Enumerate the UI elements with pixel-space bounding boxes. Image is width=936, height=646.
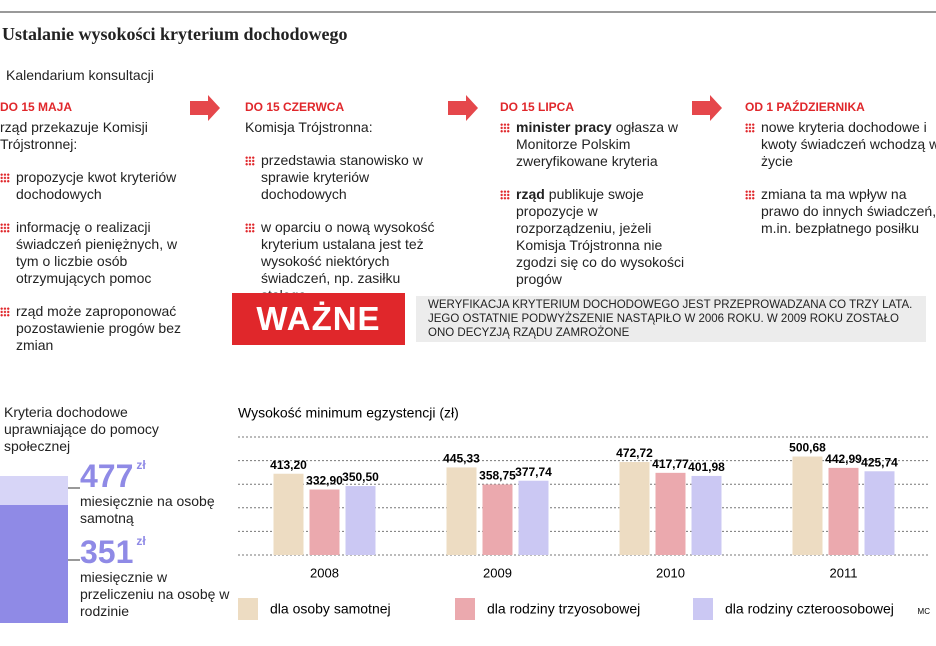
value-label: 425,74	[861, 455, 898, 469]
amount-desc: miesięcznie w przeliczeniu na osobę w ro…	[80, 569, 230, 619]
chart-title: Wysokość minimum egzystencji (zł)	[238, 405, 459, 421]
date: DO 15 CZERWCA	[245, 100, 345, 114]
x-tick-label: 2011	[830, 565, 858, 580]
bar	[828, 467, 859, 555]
timeline-column: DO 15 LIPCA minister pracy ogłasza w Monit…	[500, 99, 700, 304]
value-label: 500,68	[789, 441, 826, 455]
bullet-item: nowe kryteria dochodowe i kwoty świadcze…	[745, 119, 936, 170]
amount-desc: miesięcznie na osobę samotną	[80, 493, 215, 526]
timeline-column: DO 15 MAJA rząd przekazuje Komisji Trójst…	[0, 99, 200, 370]
amount-unit: zł	[136, 458, 146, 472]
item-text: rząd może zaproponować pozostawienie pro…	[16, 303, 181, 353]
bar	[273, 473, 304, 555]
bullet-item: rząd publikuje swoje propozycje w rozporz…	[500, 186, 700, 288]
value-label: 413,20	[270, 458, 307, 472]
legend-swatch	[238, 598, 258, 620]
intro: rząd przekazuje Komisji Trójstronnej:	[0, 119, 148, 152]
item-text: przedstawia stanowisko w sprawie kryteri…	[261, 152, 423, 202]
bar	[792, 456, 823, 555]
bar	[446, 467, 477, 555]
item-text: w oparciu o nową wysokość kryterium usta…	[261, 219, 435, 303]
bullet-item: przedstawia stanowisko w sprawie kryteri…	[245, 152, 445, 203]
amount-unit: zł	[136, 534, 146, 548]
value-label: 358,75	[479, 469, 516, 483]
date: DO 15 MAJA	[0, 100, 73, 114]
bar	[655, 472, 686, 555]
bar	[691, 475, 722, 555]
bullet-item: zmiana ta ma wpływ na prawo do innych św…	[745, 186, 936, 237]
value-label: 442,99	[825, 452, 862, 466]
amount: 477 zł	[80, 458, 146, 495]
criteria-title: Kryteria dochodowe uprawniające do pomoc…	[4, 404, 159, 454]
bold-text: minister pracy	[516, 119, 612, 135]
value-label: 417,77	[652, 457, 689, 471]
arrows	[190, 95, 722, 121]
cylinder	[0, 476, 80, 623]
bar	[345, 486, 376, 555]
item-text: ogłasza w Monitorze Polskim zweryfikowan…	[516, 119, 678, 169]
value-label: 401,98	[688, 460, 725, 474]
bullet-item: w oparciu o nową wysokość kryterium usta…	[245, 219, 445, 304]
x-tick-label: 2009	[483, 565, 512, 580]
item-text: propozycje kwot kryteriów dochodowych	[16, 169, 177, 202]
amount-value: 351	[80, 534, 134, 570]
legend-label: dla osoby samotnej	[270, 601, 391, 617]
bar	[518, 480, 549, 555]
legend-label: dla rodziny czteroosobowej	[725, 601, 894, 617]
x-tick-label: 2008	[310, 565, 339, 580]
value-label: 332,90	[306, 474, 343, 488]
bold-text: rząd	[516, 186, 545, 202]
title: Ustalanie wysokości kryterium dochodoweg…	[2, 24, 348, 44]
credit: MC	[918, 607, 931, 616]
bullet-item: informację o realizacji świadczeń pienię…	[0, 219, 200, 287]
amount-value: 477	[80, 458, 134, 494]
item-text: informację o realizacji świadczeń pienię…	[16, 219, 178, 286]
bar	[482, 484, 513, 555]
value-label: 445,33	[443, 452, 480, 466]
item-text: nowe kryteria dochodowe i kwoty świadcze…	[761, 119, 936, 169]
legend-label: dla rodziny trzyosobowej	[487, 601, 640, 617]
notice-text: WERYFIKACJA KRYTERIUM DOCHODOWEGO JEST P…	[416, 296, 926, 342]
date: DO 15 LIPCA	[500, 100, 575, 114]
notice-label: WAŻNE	[232, 293, 405, 345]
item-text: zmiana ta ma wpływ na prawo do innych św…	[761, 186, 936, 236]
bullet-item: rząd może zaproponować pozostawienie pro…	[0, 303, 200, 354]
item-text: publikuje swoje propozycje w rozporządze…	[516, 186, 685, 287]
bullet-item: minister pracy ogłasza w Monitorze Polski…	[500, 119, 700, 170]
value-label: 377,74	[515, 465, 552, 479]
bar	[864, 471, 895, 555]
value-label: 350,50	[342, 470, 379, 484]
bar	[309, 489, 340, 555]
amount: 351 zł	[80, 534, 146, 571]
legend-swatch	[455, 598, 475, 620]
x-tick-label: 2010	[656, 565, 685, 580]
bullet-item: propozycje kwot kryteriów dochodowych	[0, 169, 200, 203]
timeline-column: OD 1 PAŹDZIERNIKA nowe kryteria dochodowe…	[745, 99, 936, 253]
timeline-column: DO 15 CZERWCA Komisja Trójstronna: przedst…	[245, 99, 445, 320]
date: OD 1 PAŹDZIERNIKA	[745, 100, 865, 114]
intro: Komisja Trójstronna:	[245, 119, 373, 135]
legend-swatch	[693, 598, 713, 620]
value-label: 472,72	[616, 446, 653, 460]
subtitle: Kalendarium konsultacji	[6, 67, 154, 83]
bar	[619, 462, 650, 555]
